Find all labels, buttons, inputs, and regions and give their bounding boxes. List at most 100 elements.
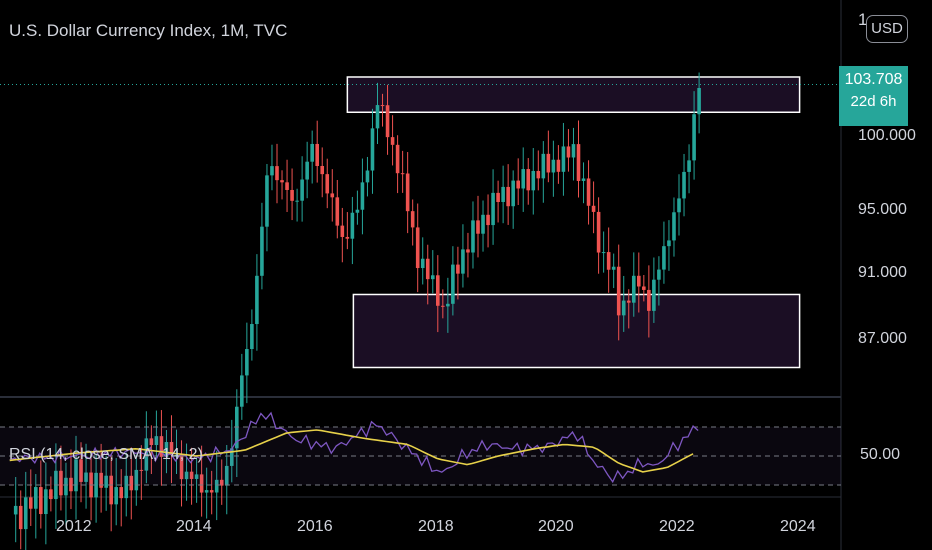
candle-body [99,472,103,488]
candle-body [466,249,470,253]
candle-body [441,305,445,307]
candle-body [214,479,219,493]
candle-body [692,114,696,161]
candle-body [350,212,355,239]
axis-top-label: 1 [858,10,868,29]
candle-body [637,275,641,287]
candle-body [456,264,460,274]
candle-body [581,178,586,181]
candle-body [104,475,108,488]
candle-body [657,269,661,280]
support-zone [352,293,801,369]
candle-body [129,475,134,491]
candle-body [174,454,179,456]
candle-body [451,264,455,304]
candle-body [184,471,189,480]
candle-body [224,465,229,486]
candle-body [506,186,510,207]
candle-body [521,169,526,189]
rsi-axis-label: 50.00 [860,446,901,463]
candle-body [642,286,646,290]
candle-body [245,349,249,376]
x-tick-label: 2012 [56,518,92,535]
candle-body [79,459,83,482]
candle-body [446,303,450,307]
candle-body [491,192,495,226]
candle-body [556,159,561,172]
last-price-tag: 103.708 22d 6h [839,66,908,126]
candle-body [541,153,546,179]
y-tick-label: 87.000 [858,330,907,347]
candle-body [687,160,691,172]
candle-body [501,186,505,203]
candle-body [13,505,18,515]
rsi-indicator-label[interactable]: RSI (14, close, SMA, 14, 2) [9,446,203,463]
candle-body [390,137,395,145]
candle-body [219,479,224,486]
candle-body [586,178,591,206]
candle-body [355,209,360,213]
candle-body [335,197,340,226]
candle-body [34,487,38,509]
candle-body [179,454,184,480]
candle-body [511,180,515,207]
candle-body [652,279,656,311]
rsi-band [0,427,841,485]
candle-body [405,173,410,212]
candle-body [682,171,686,199]
candle-body [546,153,551,173]
candle-body [476,220,480,234]
candle-body [169,442,174,456]
candle-body [320,165,325,175]
candle-body [667,240,671,247]
candle-body [18,505,23,530]
candle-body [275,166,279,181]
candle-body [240,375,244,407]
candle-body [647,289,651,311]
x-tick-label: 2016 [297,518,333,535]
candle-body [64,477,68,496]
candle-body [430,275,435,280]
candle-body [164,442,169,457]
candle-body [154,436,159,446]
candle-body [255,275,259,325]
candle-body [340,225,345,237]
candle-body [360,182,365,210]
candle-body [677,198,681,213]
candle-body [536,170,541,179]
candle-body [551,159,556,173]
candle-body [28,497,33,509]
candle-body [270,166,274,176]
candle-body [290,189,294,201]
candle-body [410,211,415,228]
candle-body [621,300,626,316]
candle-body [69,477,73,492]
candle-body [471,220,475,253]
currency-button[interactable]: USD [866,15,908,43]
candle-body [606,252,611,270]
candle-body [260,226,264,276]
candle-body [420,258,425,269]
candle-body [159,436,164,457]
candle-body [631,275,636,303]
candle-body [516,180,520,189]
x-tick-label: 2020 [538,518,574,535]
candle-body [325,174,330,194]
candle-body [496,192,500,203]
candle-body [199,474,204,493]
candle-body [601,252,606,254]
candle-body [194,474,199,479]
candle-body [385,105,390,138]
candle-body [526,169,531,191]
candle-body [486,214,490,226]
candle-body [566,146,571,158]
candle-body [365,170,370,183]
candle-body [591,205,596,212]
candle-body [59,470,63,496]
candle-body [74,459,78,492]
candle-body [395,144,400,174]
candle-body [149,438,154,446]
candle-body [425,258,430,280]
x-tick-label: 2018 [418,518,454,535]
